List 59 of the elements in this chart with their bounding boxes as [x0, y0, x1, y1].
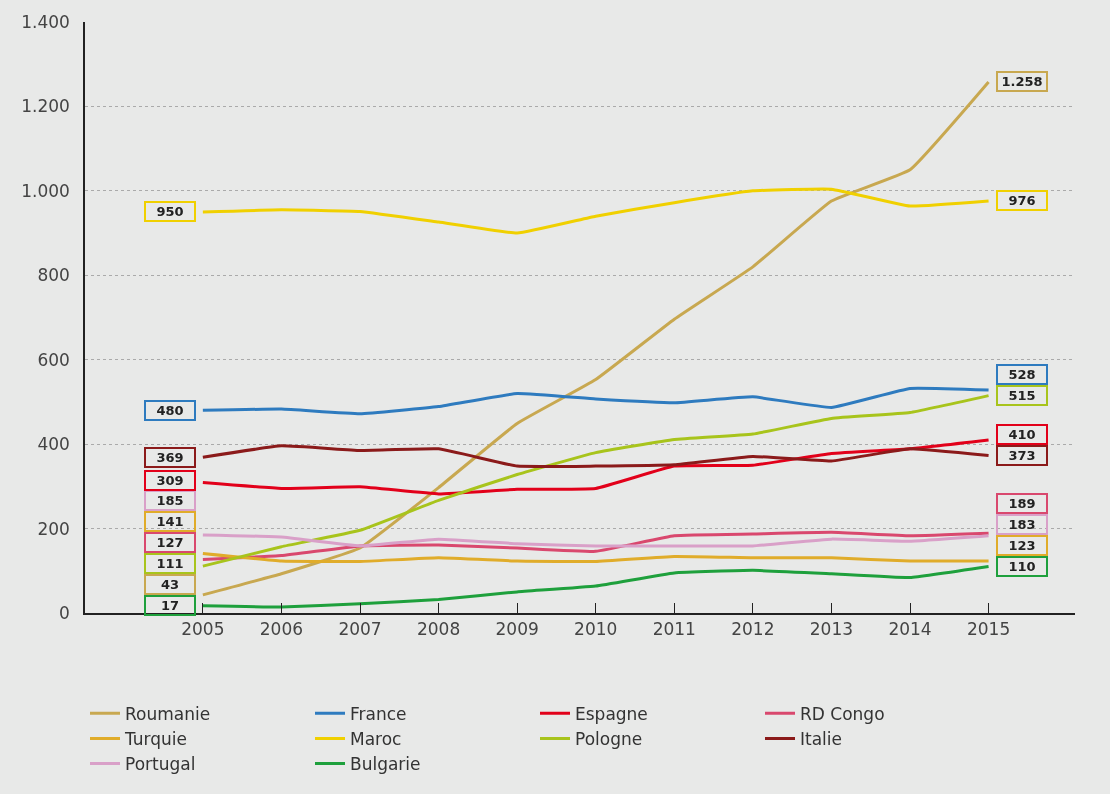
- legend-label: Espagne: [575, 703, 648, 724]
- data-label: 528: [1008, 367, 1036, 382]
- y-tick-label: 1.400: [21, 11, 70, 32]
- line-series: [201, 565, 991, 609]
- y-tick-label: 400: [37, 434, 70, 455]
- x-tick-label: 2013: [809, 619, 854, 640]
- data-label: 976: [1008, 193, 1036, 208]
- line-series: [201, 80, 991, 597]
- legend-label: Bulgarie: [350, 754, 421, 775]
- legend-label: Turquie: [124, 729, 188, 750]
- x-tick-label: 2011: [652, 619, 696, 640]
- data-label: 373: [1008, 448, 1036, 463]
- x-tick-label: 2010: [574, 619, 618, 640]
- data-label: 480: [156, 403, 184, 418]
- data-label: 189: [1008, 496, 1036, 511]
- x-tick-label: 2008: [416, 619, 461, 640]
- data-label: 369: [156, 450, 184, 465]
- data-label: 111: [156, 556, 184, 571]
- legend-label: RD Congo: [800, 703, 885, 724]
- line-series: [201, 533, 991, 548]
- y-tick-label: 1.200: [21, 96, 70, 117]
- y-tick-label: 800: [37, 265, 70, 286]
- line-series: [201, 444, 991, 468]
- legend-label: Roumanie: [125, 703, 211, 724]
- data-label: 43: [160, 577, 180, 592]
- legend-label: Italie: [800, 729, 843, 750]
- x-tick-label: 2012: [731, 619, 775, 640]
- data-label: 183: [1008, 517, 1036, 532]
- x-tick-label: 2005: [181, 619, 225, 640]
- line-series: [201, 438, 991, 496]
- y-tick-label: 600: [37, 349, 70, 370]
- legend-label: France: [350, 703, 407, 724]
- legend-label: Maroc: [350, 729, 402, 750]
- data-label: 141: [156, 514, 184, 529]
- y-tick-label: 200: [37, 518, 70, 539]
- legend-label: Pologne: [575, 729, 643, 750]
- data-label: 185: [156, 493, 184, 508]
- line-series: [201, 551, 991, 564]
- data-label: 515: [1008, 388, 1036, 403]
- data-label: 127: [156, 535, 184, 550]
- y-tick-label: 1.000: [21, 180, 70, 201]
- line-series: [201, 187, 991, 235]
- data-label: 950: [156, 204, 184, 219]
- x-tick-label: 2015: [966, 619, 1011, 640]
- line-series: [201, 530, 991, 561]
- x-tick-label: 2006: [259, 619, 304, 640]
- data-label: 110: [1008, 559, 1036, 574]
- data-label: 1.258: [1001, 74, 1043, 89]
- data-label: 123: [1008, 538, 1036, 553]
- data-label: 17: [160, 598, 180, 613]
- x-tick-label: 2007: [338, 619, 382, 640]
- line-series: [201, 394, 991, 568]
- x-tick-label: 2009: [495, 619, 539, 640]
- y-tick-label: 0: [59, 602, 70, 623]
- data-label: 410: [1008, 427, 1036, 442]
- line-series: [201, 386, 991, 416]
- x-tick-label: 2014: [888, 619, 932, 640]
- legend-label: Portugal: [125, 754, 196, 775]
- data-label: 309: [156, 473, 184, 488]
